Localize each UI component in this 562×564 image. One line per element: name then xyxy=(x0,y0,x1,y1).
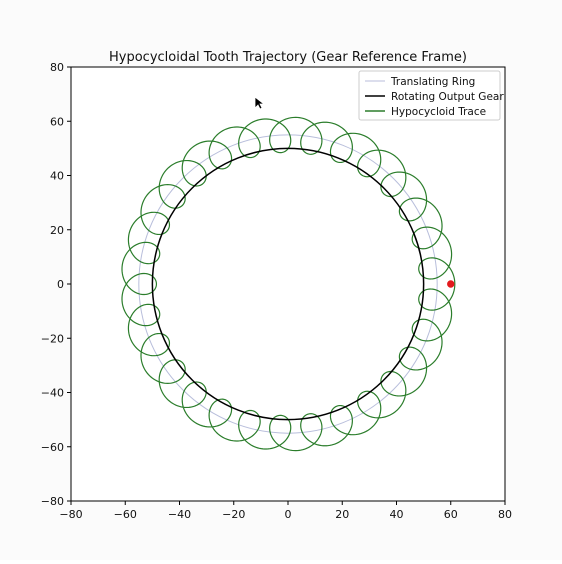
plot-area xyxy=(71,67,505,501)
mouse-cursor-icon xyxy=(254,96,264,110)
x-tick-label: −60 xyxy=(114,508,137,521)
y-tick-label: 20 xyxy=(50,224,64,237)
x-tick-label: 80 xyxy=(498,508,512,521)
tick-layer: −80 −60 −40 −20 0 20 40 60 80 −80 −60 −40 −20 0 20 40 60… xyxy=(41,61,512,521)
legend-label: Translating Ring xyxy=(390,76,475,88)
x-tick-label: −20 xyxy=(222,508,245,521)
x-tick-label: 0 xyxy=(285,508,292,521)
chart-title: Hypocycloidal Tooth Trajectory (Gear Ref… xyxy=(109,50,467,65)
series-rotating-output-gear xyxy=(151,147,425,421)
x-tick-label: 20 xyxy=(335,508,349,521)
series-translating-ring xyxy=(138,134,438,434)
legend-label: Rotating Output Gear xyxy=(391,91,504,103)
x-tick-label: 60 xyxy=(444,508,458,521)
x-tick-label: −80 xyxy=(59,508,82,521)
y-tick-label: −80 xyxy=(41,495,64,508)
y-tick-label: −60 xyxy=(41,441,64,454)
legend: Translating Ring Rotating Output Gear Hypo… xyxy=(358,70,504,121)
x-tick-label: 40 xyxy=(390,508,404,521)
y-tick-label: 0 xyxy=(57,278,64,291)
legend-box xyxy=(358,70,501,121)
y-tick-label: 60 xyxy=(50,115,64,128)
legend-label: Hypocycloid Trace xyxy=(391,106,486,118)
y-tick-label: 40 xyxy=(50,170,64,183)
tooth-point-marker xyxy=(447,280,455,288)
x-tick-label: −40 xyxy=(168,508,191,521)
series-hypocycloid-trace xyxy=(121,116,456,452)
y-tick-label: −20 xyxy=(41,332,64,345)
y-tick-label: −40 xyxy=(41,387,64,400)
y-tick-label: 80 xyxy=(50,61,64,74)
